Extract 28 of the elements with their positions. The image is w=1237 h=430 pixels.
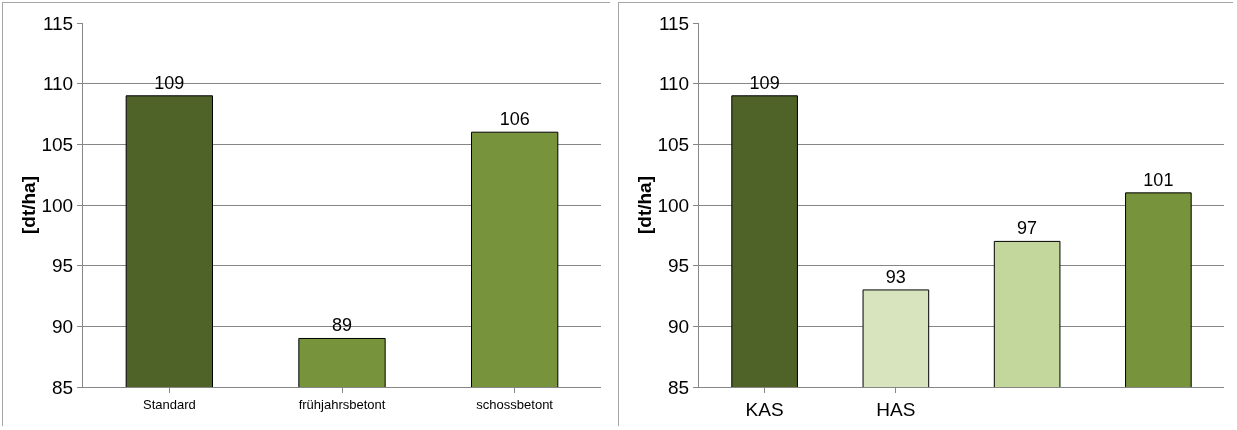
data-label: 106 (499, 109, 530, 130)
y-axis-title: [dt/ha] (634, 175, 655, 235)
data-label: 93 (885, 266, 906, 287)
x-tick-label: Standard (142, 396, 196, 412)
y-tick-label: 85 (52, 376, 74, 398)
y-tick-label: 115 (42, 12, 74, 34)
y-tick-label: 110 (42, 73, 74, 95)
x-tick-label: HAS (876, 398, 916, 420)
y-tick-label: 90 (52, 315, 74, 337)
y-tick-label: 105 (657, 133, 690, 155)
y-tick-label: 100 (41, 194, 74, 216)
x-tick-label: KAS (745, 398, 784, 420)
y-tick-label: 95 (52, 255, 74, 277)
y-tick-label: 90 (668, 315, 690, 337)
y-tick-label: 110 (658, 73, 690, 95)
data-label: 109 (154, 72, 185, 93)
data-label: 97 (1017, 218, 1038, 239)
x-tick-label: frühjahrsbetont (298, 396, 386, 412)
y-axis-title: [dt/ha] (18, 175, 39, 235)
x-tick-label: schossbetont (476, 396, 554, 412)
y-tick-label: 95 (668, 255, 690, 277)
y-tick-label: 100 (657, 194, 690, 216)
y-tick-label: 85 (668, 376, 690, 398)
data-label: 101 (1143, 169, 1174, 190)
data-label: 109 (749, 72, 780, 93)
data-label: 89 (331, 315, 353, 336)
y-tick-label: 115 (658, 12, 690, 34)
y-tick-label: 105 (41, 133, 74, 155)
